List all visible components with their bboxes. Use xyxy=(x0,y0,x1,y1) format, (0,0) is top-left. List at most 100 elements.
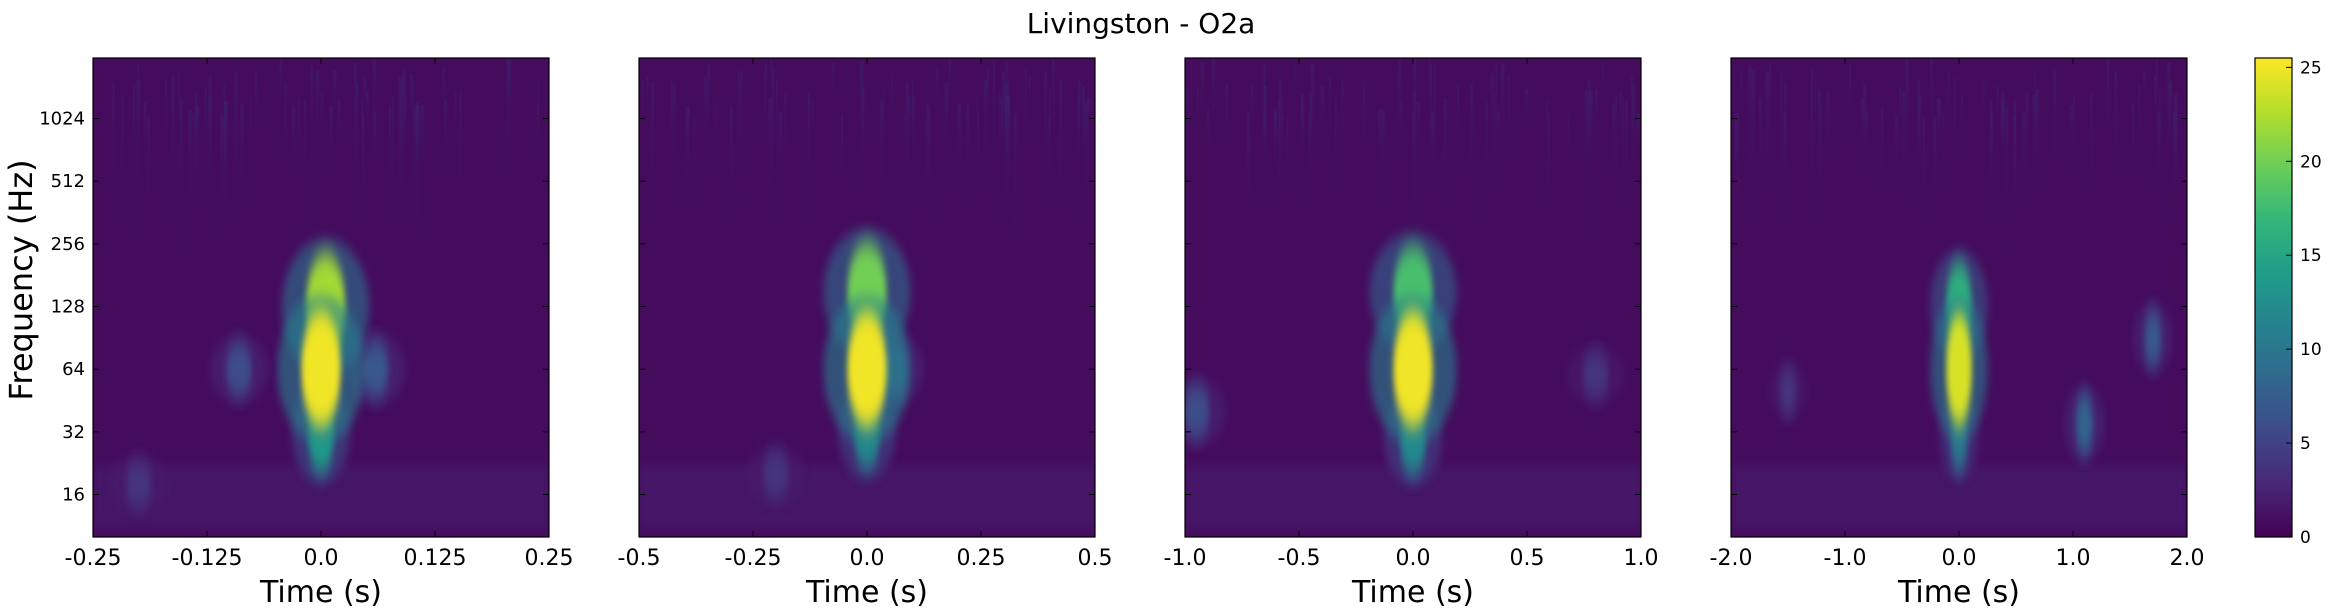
noise-streak xyxy=(776,79,778,315)
x-tick-label: 0.125 xyxy=(404,546,467,571)
noise-streak xyxy=(1211,58,1216,216)
noise-streak xyxy=(841,115,843,319)
noise-streak xyxy=(1378,108,1381,286)
noise-streak xyxy=(1078,81,1081,265)
noise-streak xyxy=(1005,96,1009,378)
noise-texture xyxy=(1734,58,2178,415)
noise-streak xyxy=(255,72,258,233)
noise-streak xyxy=(1251,86,1254,178)
noise-streak xyxy=(1524,89,1529,177)
colorbar-fill xyxy=(2255,58,2292,537)
noise-streak xyxy=(1263,64,1266,337)
noise-streak xyxy=(984,79,988,275)
noise-streak xyxy=(1899,86,1902,263)
noise-streak xyxy=(1496,111,1500,195)
noise-streak xyxy=(706,64,711,304)
noise-streak xyxy=(911,79,913,241)
noise-streak xyxy=(1930,58,1933,264)
noise-streak xyxy=(409,74,413,187)
noise-streak xyxy=(121,95,124,393)
noise-streak xyxy=(1751,70,1755,383)
noise-streak xyxy=(765,63,768,188)
y-tick-label: 512 xyxy=(51,171,85,192)
noise-streak xyxy=(2000,102,2005,251)
y-tick-label: 1024 xyxy=(39,109,85,130)
noise-streak xyxy=(1861,98,1865,197)
x-tick-label: -0.5 xyxy=(1278,546,1321,571)
noise-streak xyxy=(1052,59,1055,302)
noise-streak xyxy=(1279,80,1282,318)
noise-streak xyxy=(1895,114,1898,264)
noise-streak xyxy=(1783,112,1787,334)
noise-streak xyxy=(1028,77,1031,159)
noise-streak xyxy=(903,114,905,233)
noise-streak xyxy=(1008,96,1011,327)
noise-streak xyxy=(1335,98,1337,378)
noise-streak xyxy=(441,67,444,168)
noise-streak xyxy=(987,68,990,186)
noise-streak xyxy=(388,106,392,351)
noise-streak xyxy=(1278,100,1280,410)
spectrogram-panel: -1.0 -0.5 0.0 0.5 1.0 Time (s) xyxy=(1164,57,1659,608)
energy-blob xyxy=(1946,313,1972,425)
noise-streak xyxy=(1434,64,1436,337)
x-axis-title: Time (s) xyxy=(1351,575,1474,608)
noise-streak xyxy=(1443,98,1447,336)
noise-streak xyxy=(2168,82,2173,268)
noise-streak xyxy=(880,100,883,353)
noise-streak xyxy=(1310,64,1315,271)
x-tick-label: 0.5 xyxy=(1078,546,1113,571)
noise-streak xyxy=(1848,64,1851,233)
noise-streak xyxy=(1400,101,1403,183)
energy-blob xyxy=(762,451,789,497)
noise-streak xyxy=(944,82,949,276)
noise-streak xyxy=(1587,94,1590,399)
noise-streak xyxy=(240,104,244,352)
energy-blob xyxy=(2075,394,2093,453)
noise-streak xyxy=(1905,60,1909,363)
noise-streak xyxy=(1738,111,1740,348)
noise-streak xyxy=(1247,112,1250,413)
noise-streak xyxy=(413,107,416,386)
noise-streak xyxy=(966,102,969,343)
noise-streak xyxy=(1044,71,1048,358)
noise-streak xyxy=(1938,98,1941,238)
noise-streak xyxy=(1494,93,1496,360)
noise-streak xyxy=(147,116,150,365)
energy-blob xyxy=(1779,368,1797,415)
noise-streak xyxy=(908,97,911,197)
noise-streak xyxy=(812,101,814,196)
x-tick-label: -0.25 xyxy=(725,546,782,571)
noise-streak xyxy=(1734,112,1738,396)
noise-streak xyxy=(1363,81,1365,333)
noise-streak xyxy=(957,103,962,260)
noise-streak xyxy=(304,99,307,331)
noise-streak xyxy=(1264,85,1266,239)
noise-streak xyxy=(2159,90,2161,326)
noise-streak xyxy=(250,94,252,269)
noise-streak xyxy=(1429,64,1433,270)
noise-streak xyxy=(537,82,539,254)
noise-streak xyxy=(2073,97,2075,320)
noise-streak xyxy=(778,112,783,268)
noise-streak xyxy=(891,77,893,233)
noise-streak xyxy=(2025,93,2029,307)
noise-streak xyxy=(2090,93,2093,360)
noise-streak xyxy=(178,73,180,341)
noise-streak xyxy=(1001,98,1004,297)
noise-streak xyxy=(1917,96,1922,281)
colorbar-tick-label: 10 xyxy=(2300,340,2322,360)
noise-streak xyxy=(1826,92,1831,221)
y-axis-title: Frequency (Hz) xyxy=(2,159,40,400)
noise-streak xyxy=(808,92,811,362)
noise-streak xyxy=(1320,86,1325,215)
noise-streak xyxy=(179,98,183,386)
noise-streak xyxy=(687,108,690,214)
noise-streak xyxy=(1953,77,1956,363)
noise-streak xyxy=(398,76,402,345)
noise-streak xyxy=(671,77,673,392)
noise-streak xyxy=(2013,101,2017,341)
noise-streak xyxy=(976,94,978,237)
noise-streak xyxy=(310,66,314,360)
noise-streak xyxy=(1814,74,1816,277)
